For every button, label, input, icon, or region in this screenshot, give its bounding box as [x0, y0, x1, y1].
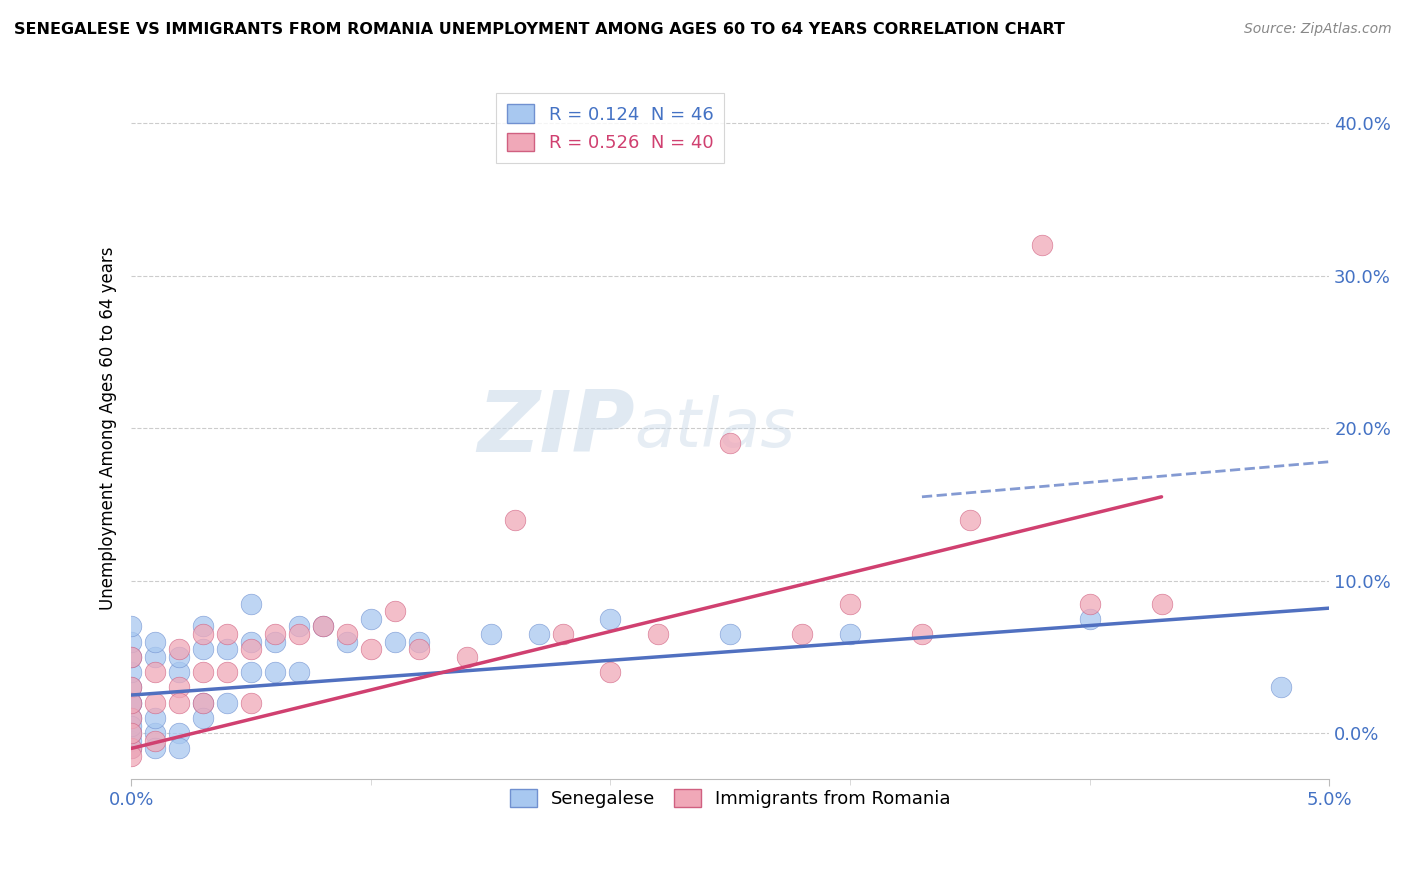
Point	[718, 627, 741, 641]
Point	[120, 619, 142, 633]
Point	[120, 741, 142, 756]
Point	[1150, 597, 1173, 611]
Point	[191, 696, 214, 710]
Point	[599, 665, 621, 680]
Text: SENEGALESE VS IMMIGRANTS FROM ROMANIA UNEMPLOYMENT AMONG AGES 60 TO 64 YEARS COR: SENEGALESE VS IMMIGRANTS FROM ROMANIA UN…	[14, 22, 1064, 37]
Point	[167, 665, 190, 680]
Point	[120, 696, 142, 710]
Point	[143, 634, 166, 648]
Point	[120, 696, 142, 710]
Point	[120, 711, 142, 725]
Point	[718, 436, 741, 450]
Point	[120, 726, 142, 740]
Point	[143, 711, 166, 725]
Point	[167, 681, 190, 695]
Point	[240, 665, 263, 680]
Point	[120, 634, 142, 648]
Point	[911, 627, 934, 641]
Point	[792, 627, 814, 641]
Point	[240, 642, 263, 657]
Point	[959, 513, 981, 527]
Point	[143, 734, 166, 748]
Point	[288, 665, 311, 680]
Point	[264, 665, 287, 680]
Point	[143, 741, 166, 756]
Point	[336, 634, 359, 648]
Point	[1078, 612, 1101, 626]
Point	[143, 696, 166, 710]
Point	[288, 627, 311, 641]
Point	[167, 642, 190, 657]
Point	[599, 612, 621, 626]
Point	[120, 665, 142, 680]
Point	[217, 665, 239, 680]
Text: ZIP: ZIP	[477, 387, 634, 470]
Point	[191, 627, 214, 641]
Point	[143, 726, 166, 740]
Point	[240, 696, 263, 710]
Point	[551, 627, 574, 641]
Text: atlas: atlas	[634, 395, 796, 461]
Point	[240, 634, 263, 648]
Point	[191, 711, 214, 725]
Point	[1270, 681, 1292, 695]
Point	[312, 619, 335, 633]
Point	[217, 642, 239, 657]
Point	[120, 649, 142, 664]
Point	[191, 696, 214, 710]
Point	[479, 627, 502, 641]
Legend: Senegalese, Immigrants from Romania: Senegalese, Immigrants from Romania	[502, 781, 957, 815]
Point	[191, 619, 214, 633]
Point	[167, 649, 190, 664]
Point	[120, 718, 142, 732]
Text: Source: ZipAtlas.com: Source: ZipAtlas.com	[1244, 22, 1392, 37]
Point	[167, 741, 190, 756]
Point	[336, 627, 359, 641]
Point	[120, 749, 142, 764]
Point	[191, 642, 214, 657]
Point	[240, 597, 263, 611]
Point	[120, 696, 142, 710]
Point	[839, 597, 862, 611]
Point	[312, 619, 335, 633]
Point	[217, 696, 239, 710]
Point	[839, 627, 862, 641]
Point	[264, 627, 287, 641]
Point	[384, 634, 406, 648]
Point	[288, 619, 311, 633]
Point	[120, 681, 142, 695]
Y-axis label: Unemployment Among Ages 60 to 64 years: Unemployment Among Ages 60 to 64 years	[100, 246, 117, 610]
Point	[217, 627, 239, 641]
Point	[360, 642, 382, 657]
Point	[408, 642, 430, 657]
Point	[527, 627, 550, 641]
Point	[120, 726, 142, 740]
Point	[191, 665, 214, 680]
Point	[264, 634, 287, 648]
Point	[143, 665, 166, 680]
Point	[1031, 238, 1053, 252]
Point	[167, 696, 190, 710]
Point	[384, 604, 406, 618]
Point	[167, 726, 190, 740]
Point	[120, 734, 142, 748]
Point	[143, 649, 166, 664]
Point	[120, 649, 142, 664]
Point	[1078, 597, 1101, 611]
Point	[647, 627, 669, 641]
Point	[503, 513, 526, 527]
Point	[120, 711, 142, 725]
Point	[120, 681, 142, 695]
Point	[408, 634, 430, 648]
Point	[456, 649, 478, 664]
Point	[120, 741, 142, 756]
Point	[360, 612, 382, 626]
